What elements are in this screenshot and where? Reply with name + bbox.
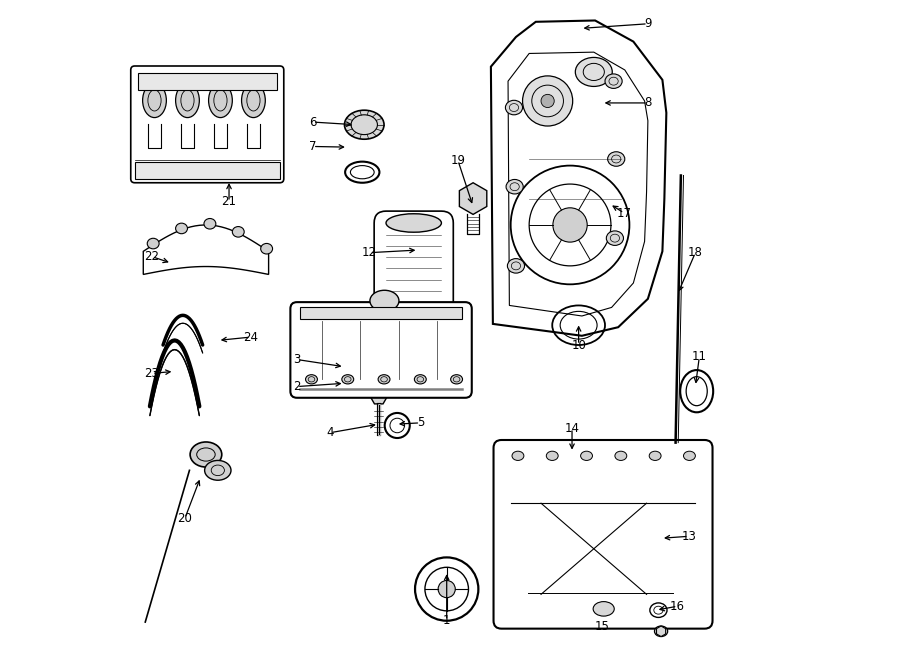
Ellipse shape [204, 219, 216, 229]
Ellipse shape [512, 451, 524, 461]
Ellipse shape [615, 451, 626, 461]
Ellipse shape [261, 243, 273, 254]
Ellipse shape [241, 83, 266, 118]
Text: 1: 1 [443, 614, 451, 627]
Text: 14: 14 [564, 422, 580, 435]
FancyBboxPatch shape [130, 66, 284, 182]
Ellipse shape [345, 162, 380, 182]
Text: 10: 10 [572, 338, 586, 352]
Ellipse shape [506, 179, 523, 194]
Ellipse shape [541, 95, 554, 108]
Ellipse shape [209, 83, 232, 118]
Ellipse shape [204, 461, 231, 481]
Text: 19: 19 [450, 154, 465, 167]
Ellipse shape [683, 451, 696, 461]
Ellipse shape [232, 227, 244, 237]
Text: 23: 23 [144, 367, 159, 380]
Ellipse shape [176, 223, 187, 234]
Ellipse shape [386, 303, 441, 322]
Ellipse shape [148, 238, 159, 249]
Text: 15: 15 [594, 619, 609, 633]
Bar [138, 73, 276, 90]
Polygon shape [370, 389, 387, 404]
Ellipse shape [654, 626, 668, 637]
Ellipse shape [593, 602, 614, 616]
Text: 20: 20 [177, 512, 193, 525]
Ellipse shape [386, 214, 441, 232]
Text: 13: 13 [681, 530, 697, 543]
Ellipse shape [523, 76, 572, 126]
Text: 22: 22 [144, 250, 159, 263]
Ellipse shape [438, 580, 455, 598]
Text: 8: 8 [644, 97, 652, 110]
Ellipse shape [378, 375, 390, 384]
Ellipse shape [506, 100, 523, 115]
Ellipse shape [605, 74, 622, 89]
Text: 9: 9 [644, 17, 652, 30]
Text: 3: 3 [293, 353, 301, 366]
Polygon shape [656, 626, 666, 637]
Ellipse shape [142, 83, 166, 118]
Text: 6: 6 [309, 116, 317, 128]
Bar [301, 307, 462, 319]
Text: 24: 24 [243, 330, 258, 344]
Ellipse shape [580, 451, 592, 461]
Text: 7: 7 [309, 140, 317, 153]
FancyBboxPatch shape [493, 440, 713, 629]
Ellipse shape [553, 208, 587, 242]
Ellipse shape [607, 231, 624, 245]
Text: 18: 18 [688, 246, 703, 259]
Text: 4: 4 [326, 426, 334, 440]
Bar [135, 163, 280, 178]
Ellipse shape [546, 451, 558, 461]
Text: 2: 2 [293, 380, 301, 393]
Text: 5: 5 [417, 416, 424, 430]
Ellipse shape [575, 58, 612, 87]
Ellipse shape [649, 451, 662, 461]
Text: 17: 17 [616, 207, 632, 219]
Polygon shape [459, 182, 487, 214]
Polygon shape [143, 225, 268, 274]
Ellipse shape [342, 375, 354, 384]
Text: 12: 12 [362, 246, 377, 259]
Text: 11: 11 [692, 350, 706, 364]
Ellipse shape [190, 442, 221, 467]
Ellipse shape [176, 83, 199, 118]
Text: 16: 16 [670, 600, 685, 613]
Ellipse shape [414, 375, 427, 384]
Text: 21: 21 [221, 196, 237, 208]
Ellipse shape [345, 110, 384, 139]
Ellipse shape [608, 152, 625, 167]
Ellipse shape [370, 290, 399, 311]
Ellipse shape [305, 375, 318, 384]
Ellipse shape [508, 258, 525, 273]
Ellipse shape [451, 375, 463, 384]
Polygon shape [491, 20, 666, 336]
FancyBboxPatch shape [374, 211, 454, 325]
FancyBboxPatch shape [291, 302, 472, 398]
